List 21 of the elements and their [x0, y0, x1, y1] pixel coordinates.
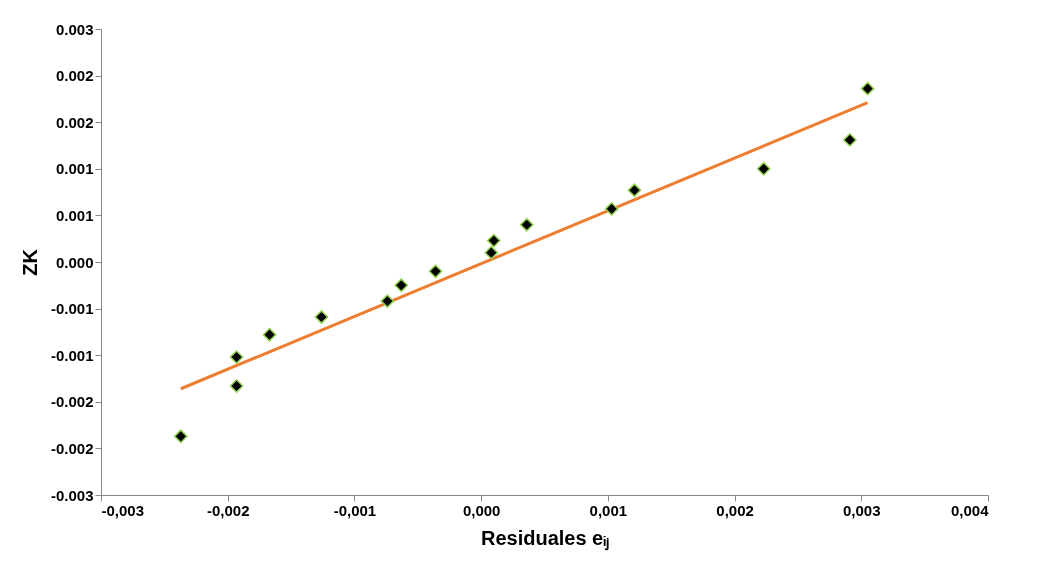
- x-tick-label: -0,003: [101, 501, 145, 519]
- x-tick-label: 0,004: [950, 501, 990, 519]
- y-tick-label: 0.000: [55, 253, 94, 271]
- x-tick-label: 0,000: [462, 501, 501, 519]
- x-axis-title: Residuales eᵢⱼ: [480, 526, 610, 551]
- y-tick-label: -0.001: [50, 346, 94, 364]
- x-tick-label: 0,003: [843, 501, 881, 519]
- y-tick-label: -0.002: [50, 393, 94, 411]
- y-tick-label: 0.002: [55, 67, 94, 85]
- y-tick-label: 0.002: [55, 113, 94, 131]
- y-tick-label: -0.002: [50, 439, 94, 457]
- y-tick-label: 0.001: [55, 206, 94, 224]
- x-tick-label: 0,002: [716, 501, 754, 519]
- x-tick-label: 0,001: [589, 501, 628, 519]
- y-tick-label: 0.003: [55, 20, 94, 38]
- x-tick-label: -0,002: [206, 501, 250, 519]
- y-tick-label: -0.003: [50, 486, 94, 504]
- y-axis-title: ZK: [18, 248, 41, 276]
- y-tick-label: -0.001: [50, 300, 94, 318]
- y-tick-label: 0.001: [55, 160, 94, 178]
- x-tick-label: -0,001: [333, 501, 377, 519]
